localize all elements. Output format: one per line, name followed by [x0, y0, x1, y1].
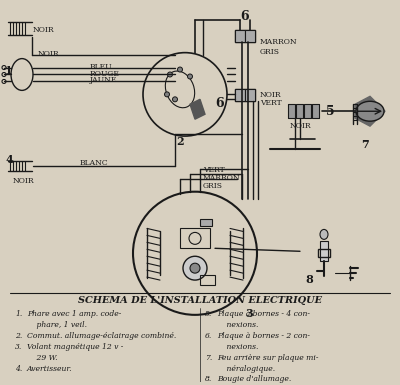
Text: 1: 1 — [5, 65, 13, 75]
Text: BLANC: BLANC — [80, 159, 109, 167]
Text: ROUGE: ROUGE — [90, 70, 120, 77]
Text: 8: 8 — [305, 274, 313, 285]
Text: SCHEMA DE L'INSTALLATION ELECTRIQUE: SCHEMA DE L'INSTALLATION ELECTRIQUE — [78, 296, 322, 305]
Text: 2: 2 — [176, 136, 184, 147]
Circle shape — [188, 74, 192, 79]
Circle shape — [168, 72, 172, 77]
Text: BLEU: BLEU — [90, 63, 113, 70]
Text: 5: 5 — [326, 105, 335, 118]
Bar — [312, 104, 319, 118]
Bar — [318, 249, 330, 257]
Text: GRIS: GRIS — [260, 48, 280, 56]
Text: Plaque à bornes - 2 con-: Plaque à bornes - 2 con- — [217, 332, 310, 340]
Text: nexions.: nexions. — [217, 343, 258, 351]
Text: nexions.: nexions. — [217, 321, 258, 329]
Text: 4: 4 — [5, 154, 13, 165]
Bar — [288, 104, 295, 118]
Bar — [245, 89, 255, 101]
Text: 6.: 6. — [205, 332, 212, 340]
Bar — [245, 30, 255, 42]
Text: Commut. allumage-éclairage combiné.: Commut. allumage-éclairage combiné. — [27, 332, 176, 340]
Text: VERT: VERT — [260, 99, 282, 107]
Bar — [235, 30, 255, 42]
Text: 1.: 1. — [15, 310, 22, 318]
Bar — [235, 30, 245, 42]
Text: 5.: 5. — [205, 310, 212, 318]
Bar — [304, 104, 311, 118]
Text: NOIR: NOIR — [260, 91, 282, 99]
Circle shape — [178, 67, 182, 72]
Text: VERT: VERT — [203, 166, 225, 174]
Text: Feu arrière sur plaque mi-: Feu arrière sur plaque mi- — [217, 353, 318, 362]
Text: NOIR: NOIR — [33, 26, 55, 34]
Polygon shape — [190, 99, 205, 119]
Text: MARRON: MARRON — [203, 174, 241, 182]
Bar — [304, 104, 311, 118]
Circle shape — [190, 263, 200, 273]
Ellipse shape — [320, 229, 328, 239]
Text: 7.: 7. — [205, 353, 212, 362]
Bar — [200, 219, 212, 226]
Bar — [312, 104, 319, 118]
Text: JAUNE: JAUNE — [90, 77, 117, 84]
Bar — [296, 104, 303, 118]
Text: 6: 6 — [240, 10, 249, 23]
Text: NOIR: NOIR — [38, 50, 60, 58]
Text: 6: 6 — [215, 97, 224, 110]
Ellipse shape — [356, 101, 384, 121]
Polygon shape — [355, 96, 385, 126]
Text: Phare avec 1 amp. code-: Phare avec 1 amp. code- — [27, 310, 121, 318]
Text: Plaque à bornes - 4 con-: Plaque à bornes - 4 con- — [217, 310, 310, 318]
Circle shape — [183, 256, 207, 280]
Text: MARRON: MARRON — [260, 38, 298, 46]
Circle shape — [164, 92, 170, 97]
Circle shape — [172, 97, 178, 102]
Bar — [180, 228, 210, 248]
Text: 29 W.: 29 W. — [27, 353, 58, 362]
Text: NOIR: NOIR — [290, 122, 312, 130]
Text: NOIR: NOIR — [13, 177, 35, 185]
Bar — [200, 275, 215, 285]
Bar — [296, 104, 303, 118]
Text: GRIS: GRIS — [203, 182, 223, 190]
Text: 4.: 4. — [15, 365, 22, 373]
Bar — [235, 89, 255, 101]
Text: 3.: 3. — [15, 343, 22, 351]
Text: Volant magnétique 12 v -: Volant magnétique 12 v - — [27, 343, 123, 351]
Text: Bougie d'allumage.: Bougie d'allumage. — [217, 375, 291, 383]
Text: néralogique.: néralogique. — [217, 365, 275, 373]
Text: 8.: 8. — [205, 375, 212, 383]
Bar — [288, 104, 295, 118]
Bar — [235, 89, 245, 101]
Text: 3: 3 — [245, 308, 253, 319]
Text: 7: 7 — [361, 139, 369, 150]
Bar — [320, 241, 328, 261]
Text: phare, 1 veil.: phare, 1 veil. — [27, 321, 87, 329]
Text: 2.: 2. — [15, 332, 22, 340]
Text: Avertisseur.: Avertisseur. — [27, 365, 72, 373]
